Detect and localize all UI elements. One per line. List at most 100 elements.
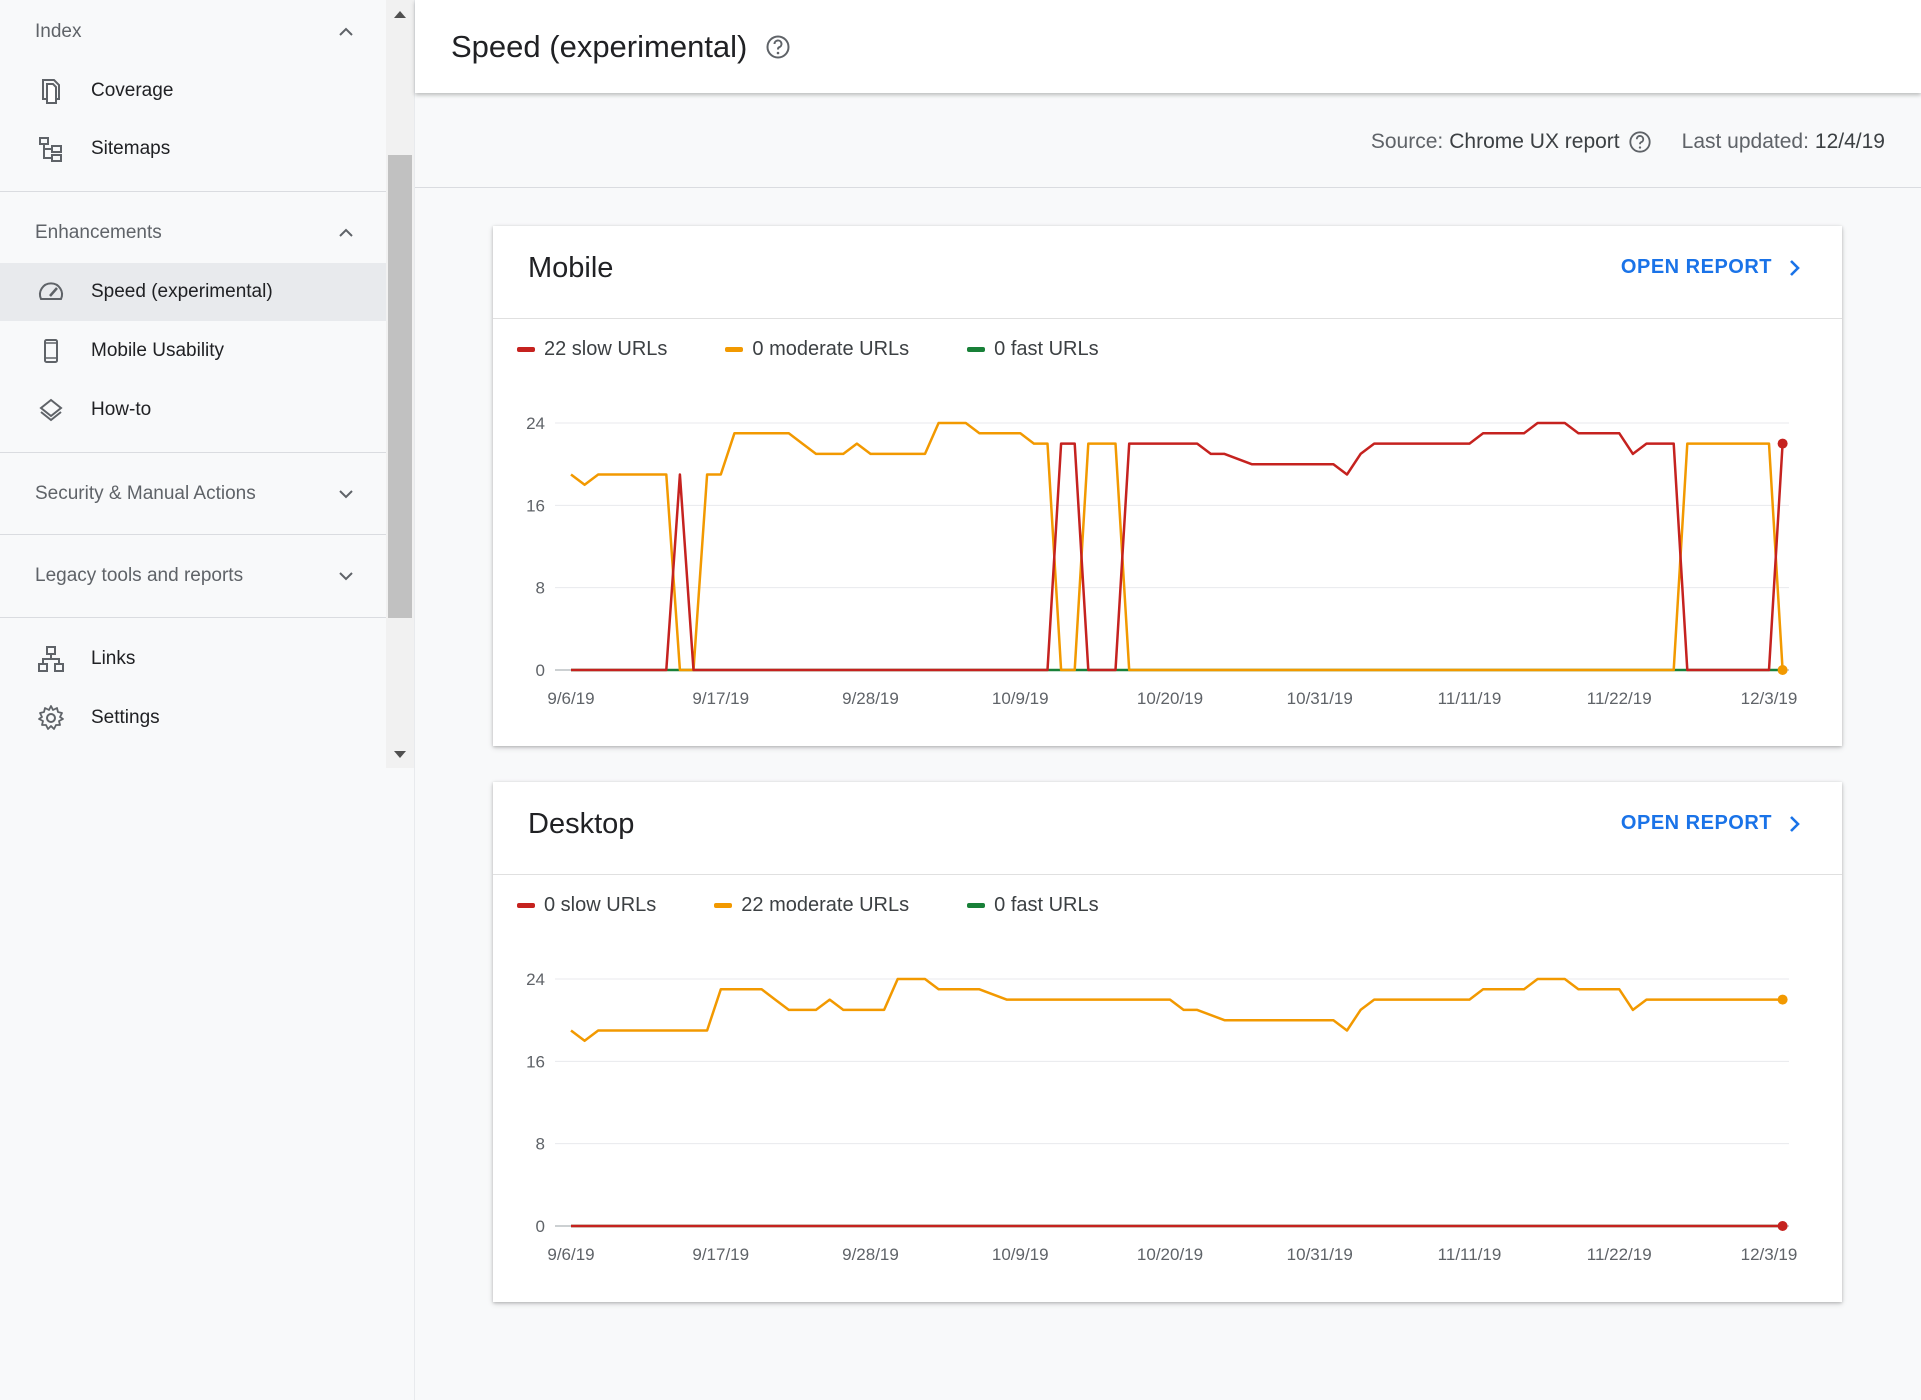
x-tick-label: 9/6/19 <box>547 689 594 708</box>
x-tick-label: 9/17/19 <box>692 689 749 708</box>
page-header: Speed (experimental) <box>415 0 1921 93</box>
phone-icon <box>44 339 58 363</box>
speed-gauge-icon <box>39 282 63 300</box>
help-icon[interactable] <box>1628 130 1652 154</box>
sidebar-item-label: Settings <box>91 707 160 728</box>
section-header-legacy[interactable]: Legacy tools and reports <box>0 546 386 606</box>
sidebar-item-coverage[interactable]: Coverage <box>0 62 386 120</box>
desktop-report-card: Desktop OPEN REPORT 0 slow URLs 22 moder… <box>493 782 1842 1302</box>
x-tick-label: 12/3/19 <box>1741 1245 1798 1264</box>
series-line-slow <box>571 421 1784 672</box>
gear-icon <box>38 705 64 730</box>
sidebar-scrollbar[interactable] <box>386 0 414 768</box>
sidebar-item-settings[interactable]: Settings <box>0 689 386 747</box>
sidebar-nav: Index Coverage Sitemaps Enhancements <box>0 0 386 768</box>
desktop-speed-chart: 0 8 16 24 9/6/19 9/17/19 9/28/19 10/9/19 10/20/1… <box>526 970 1798 1264</box>
x-tick-label: 9/6/19 <box>547 1245 594 1264</box>
x-tick-label: 10/20/19 <box>1137 689 1203 708</box>
legend-label: 22 moderate URLs <box>741 894 910 916</box>
sidebar-item-label: Links <box>91 648 136 669</box>
y-tick-label: 24 <box>526 414 545 433</box>
x-tick-label: 11/22/19 <box>1587 1245 1652 1264</box>
legend-item-fast[interactable]: 0 fast URLs <box>967 338 1099 361</box>
card-title: Mobile <box>528 252 614 284</box>
series-line-moderate <box>570 977 1783 1043</box>
last-updated-label: Last updated: <box>1681 129 1809 153</box>
x-tick-label: 9/28/19 <box>842 689 899 708</box>
sidebar-item-mobile-usability[interactable]: Mobile Usability <box>0 322 386 380</box>
legend-item-moderate[interactable]: 22 moderate URLs <box>714 894 909 917</box>
series-endpoint-moderate <box>1777 994 1788 1005</box>
last-updated-value: 12/4/19 <box>1814 129 1885 153</box>
sidebar-divider <box>0 534 386 535</box>
legend-label: 0 fast URLs <box>994 338 1099 360</box>
sidebar-item-links[interactable]: Links <box>0 630 386 688</box>
chevron-up-icon <box>339 27 353 36</box>
y-tick-label: 16 <box>526 496 545 515</box>
x-tick-label: 11/22/19 <box>1587 689 1652 708</box>
open-report-label: OPEN REPORT <box>1620 256 1772 278</box>
legend-label: 0 fast URLs <box>994 894 1099 916</box>
coverage-icon <box>42 79 60 104</box>
x-tick-label: 12/3/19 <box>1741 689 1798 708</box>
links-icon <box>38 646 64 672</box>
x-tick-label: 10/20/19 <box>1137 1245 1203 1264</box>
scrollbar-thumb[interactable] <box>388 155 412 618</box>
sidebar-item-label: Coverage <box>91 80 174 101</box>
legend-item-moderate[interactable]: 0 moderate URLs <box>725 338 909 361</box>
legend-swatch-moderate <box>714 903 733 908</box>
x-tick-label: 10/9/19 <box>992 689 1049 708</box>
y-tick-label: 8 <box>536 1135 545 1154</box>
source-label: Source: <box>1370 129 1444 153</box>
chevron-up-icon <box>339 228 353 237</box>
x-tick-label: 11/11/19 <box>1438 689 1502 708</box>
legend-swatch-moderate <box>725 347 744 352</box>
scroll-down-arrow-icon[interactable] <box>386 740 414 768</box>
sidebar: Index Coverage Sitemaps Enhancements <box>0 0 415 1400</box>
chevron-right-icon <box>1790 259 1800 276</box>
y-tick-label: 16 <box>526 1052 545 1071</box>
x-tick-label: 11/11/19 <box>1438 1245 1502 1264</box>
section-label: Security & Manual Actions <box>35 483 256 504</box>
chart-legend: 22 slow URLs 0 moderate URLs 0 fast URLs <box>517 338 1157 361</box>
series-endpoint-slow <box>1777 438 1788 449</box>
x-tick-label: 9/17/19 <box>692 1245 749 1264</box>
chevron-down-icon <box>339 572 353 581</box>
chart-legend: 0 slow URLs 22 moderate URLs 0 fast URLs <box>517 894 1157 917</box>
legend-swatch-fast <box>967 903 986 908</box>
legend-item-fast[interactable]: 0 fast URLs <box>967 894 1099 917</box>
sidebar-divider <box>0 617 386 618</box>
x-tick-label: 9/28/19 <box>842 1245 899 1264</box>
open-report-label: OPEN REPORT <box>1620 812 1772 834</box>
help-icon[interactable] <box>765 34 791 60</box>
page-title: Speed (experimental) <box>451 28 748 64</box>
sidebar-item-speed[interactable]: Speed (experimental) <box>0 263 386 321</box>
section-header-enhancements[interactable]: Enhancements <box>0 203 386 263</box>
sidebar-item-how-to[interactable]: How-to <box>0 381 386 439</box>
legend-swatch-slow <box>517 347 535 352</box>
section-header-index[interactable]: Index <box>0 2 386 62</box>
report-meta: Source: Chrome UX report Last updated: 1… <box>415 96 1921 188</box>
scroll-up-arrow-icon[interactable] <box>386 0 414 28</box>
sidebar-item-label: How-to <box>91 399 152 420</box>
legend-item-slow[interactable]: 0 slow URLs <box>517 894 656 917</box>
legend-label: 0 slow URLs <box>544 894 657 916</box>
series-endpoint-moderate <box>1777 665 1788 675</box>
section-header-security[interactable]: Security & Manual Actions <box>0 464 386 524</box>
open-report-button[interactable]: OPEN REPORT <box>1621 256 1804 279</box>
legend-swatch-slow <box>517 903 535 908</box>
x-tick-label: 10/31/19 <box>1287 689 1353 708</box>
legend-item-slow[interactable]: 22 slow URLs <box>517 338 667 361</box>
legend-label: 22 slow URLs <box>544 338 668 360</box>
sidebar-item-label: Sitemaps <box>91 138 171 159</box>
series-endpoint-slow <box>1777 1221 1788 1231</box>
y-tick-label: 0 <box>536 661 545 680</box>
legend-swatch-fast <box>967 347 986 352</box>
y-tick-label: 24 <box>526 970 545 989</box>
section-label: Enhancements <box>35 222 162 243</box>
sitemaps-icon <box>39 137 62 162</box>
y-tick-label: 8 <box>536 579 545 598</box>
sidebar-item-sitemaps[interactable]: Sitemaps <box>0 120 386 178</box>
sidebar-divider <box>0 452 386 453</box>
open-report-button[interactable]: OPEN REPORT <box>1621 812 1804 835</box>
